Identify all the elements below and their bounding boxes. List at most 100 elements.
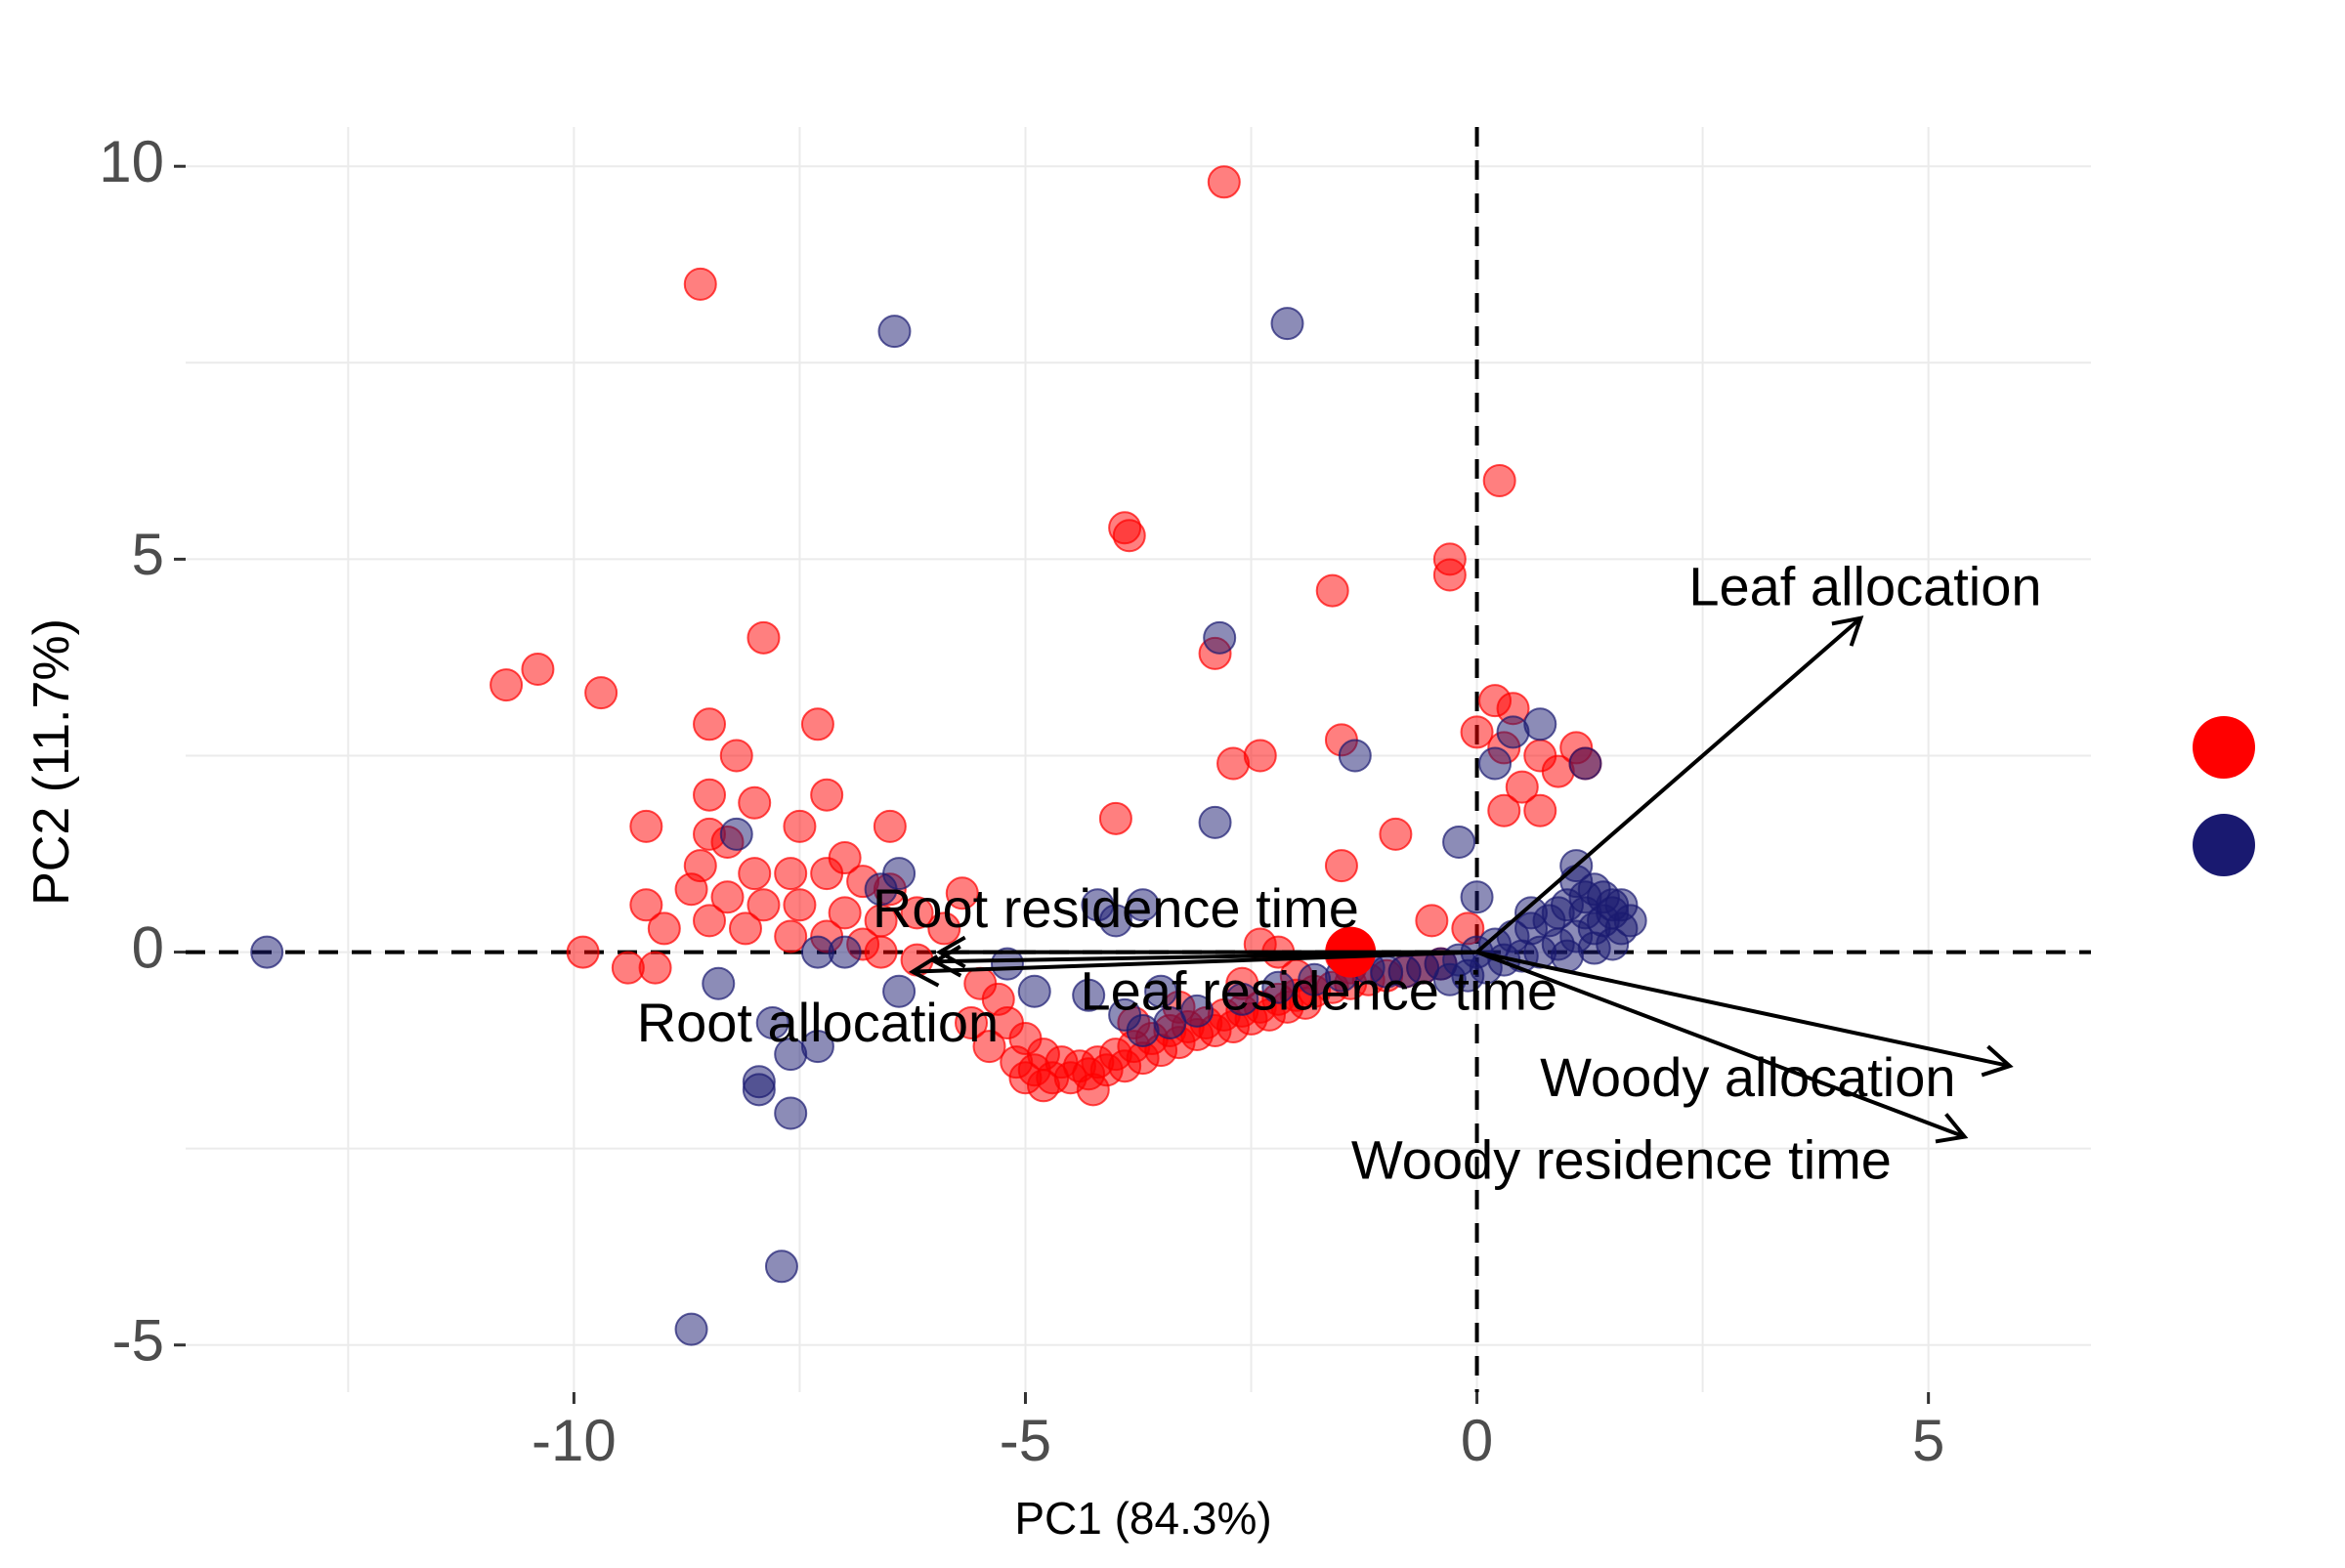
data-point [877, 315, 912, 349]
data-point [693, 778, 727, 812]
data-point [783, 888, 817, 922]
data-point [490, 668, 524, 702]
x-tick-label: -5 [1000, 1408, 1051, 1473]
y-tick-label: 5 [132, 522, 164, 587]
data-point [945, 876, 979, 911]
data-point [746, 888, 781, 922]
loading-arrow-shaft [1475, 616, 1862, 954]
data-point [1225, 982, 1259, 1016]
data-point [250, 935, 284, 969]
loading-arrows: Leaf allocation Root residence time Root a… [637, 555, 2042, 1190]
data-point [728, 911, 762, 946]
data-point [783, 809, 817, 843]
data-point [864, 935, 898, 969]
data-point [828, 935, 862, 969]
data-point [647, 911, 681, 946]
x-tick-label: 0 [1461, 1408, 1493, 1473]
data-point [674, 872, 708, 907]
data-point [1432, 558, 1467, 592]
data-point [1112, 519, 1146, 553]
data-point [1076, 1073, 1110, 1107]
data-point [774, 919, 808, 954]
loading-arrow-shaft [1476, 950, 2011, 1069]
data-point [638, 951, 672, 985]
data-point [1460, 880, 1494, 914]
loading-label: Root residence time [873, 877, 1359, 939]
data-point [1487, 793, 1521, 827]
data-point [1315, 573, 1349, 608]
data-point [566, 935, 600, 969]
data-point [810, 857, 844, 891]
y-tick-label: -5 [112, 1308, 164, 1374]
data-point [873, 809, 907, 843]
data-point [742, 1073, 776, 1107]
data-point [828, 896, 862, 930]
loading-arrow-shaft [1475, 950, 1966, 1139]
data-point [1008, 1061, 1043, 1095]
data-point [1415, 904, 1449, 938]
data-point [755, 1005, 789, 1039]
data-point [1216, 746, 1251, 781]
data-point [774, 1096, 808, 1130]
data-point [1379, 817, 1413, 851]
loading-label: Woody residence time [1351, 1129, 1892, 1191]
data-point [774, 857, 808, 891]
data-point [1126, 888, 1160, 922]
data-point [900, 896, 934, 930]
loading-arrow-head [1981, 1044, 2014, 1078]
reference-lines [186, 127, 2091, 1392]
data-point [719, 739, 753, 773]
data-point [1442, 825, 1476, 859]
data-point [1203, 620, 1237, 655]
data-point [764, 1250, 798, 1284]
data-point [1568, 746, 1602, 781]
data-point [719, 817, 753, 851]
data-point [584, 676, 618, 710]
data-point [1144, 974, 1178, 1008]
data-point [927, 911, 961, 946]
data-point [990, 947, 1024, 981]
data-point [1198, 805, 1232, 839]
data-point [1478, 746, 1513, 781]
data-point [1523, 793, 1557, 827]
data-point [1098, 801, 1132, 835]
data-point [1505, 770, 1539, 804]
points-layer [250, 165, 1647, 1346]
data-point [1523, 707, 1557, 742]
loading-arrow-shaft [935, 950, 1477, 964]
data-point [1324, 849, 1358, 883]
loading-label: Leaf residence time [1080, 960, 1557, 1022]
y-axis-title: PC2 (11.7%) [23, 618, 80, 906]
data-point [1338, 739, 1372, 773]
x-axis-title: PC1 (84.3%) [1014, 1493, 1271, 1544]
loading-arrow-head [931, 945, 962, 978]
data-point [810, 778, 844, 812]
x-tick-label: 5 [1912, 1408, 1944, 1473]
data-point [746, 620, 781, 655]
data-point [955, 1005, 989, 1039]
loading-arrow-head [1935, 1113, 1969, 1144]
data-point [683, 267, 717, 301]
data-point [1270, 307, 1304, 341]
y-tick-label: 0 [132, 914, 164, 980]
data-point [693, 707, 727, 742]
data-point [629, 809, 663, 843]
legend-key [2193, 814, 2255, 876]
y-tick-label: 10 [99, 129, 164, 194]
data-point [1126, 1014, 1160, 1047]
data-point [882, 974, 917, 1008]
legend-key [2193, 716, 2255, 779]
data-point [738, 857, 772, 891]
axes: -10 -5 0 5 -5 0 5 10 [99, 129, 1944, 1473]
legend [2193, 716, 2255, 876]
loading-arrow-head [908, 954, 940, 988]
data-point [629, 888, 663, 922]
x-tick-label: -10 [532, 1408, 617, 1473]
loading-label: Leaf allocation [1688, 555, 2041, 616]
loading-label: Root allocation [637, 992, 999, 1053]
data-point [864, 872, 898, 907]
data-point [774, 1038, 808, 1072]
data-point [1072, 978, 1106, 1012]
